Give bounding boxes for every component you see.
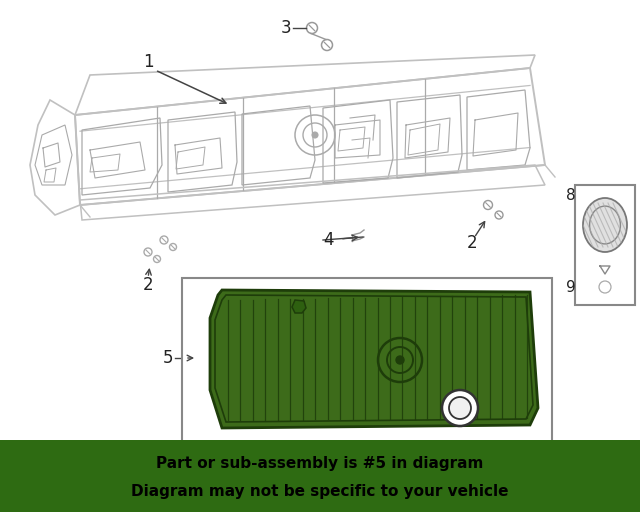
Text: 5: 5 (163, 349, 173, 367)
Bar (575, 185, 635, 305)
Ellipse shape (583, 198, 627, 252)
Text: 3: 3 (281, 19, 291, 37)
Polygon shape (210, 290, 538, 428)
Text: 9: 9 (566, 281, 576, 295)
Circle shape (312, 132, 318, 138)
Text: 8: 8 (566, 187, 576, 203)
Bar (182, 278, 552, 443)
Text: 4: 4 (323, 231, 333, 249)
Text: 1: 1 (143, 53, 154, 71)
Circle shape (449, 397, 471, 419)
Text: 6: 6 (413, 401, 423, 419)
Circle shape (396, 356, 404, 364)
Text: 7: 7 (333, 294, 343, 312)
Polygon shape (292, 300, 306, 313)
Text: 2: 2 (467, 234, 477, 252)
Text: 2: 2 (143, 276, 154, 294)
Circle shape (442, 390, 478, 426)
Bar (0, 440, 640, 512)
Text: Part or sub-assembly is #5 in diagram: Part or sub-assembly is #5 in diagram (156, 456, 484, 471)
Text: Diagram may not be specific to your vehicle: Diagram may not be specific to your vehi… (131, 484, 509, 499)
